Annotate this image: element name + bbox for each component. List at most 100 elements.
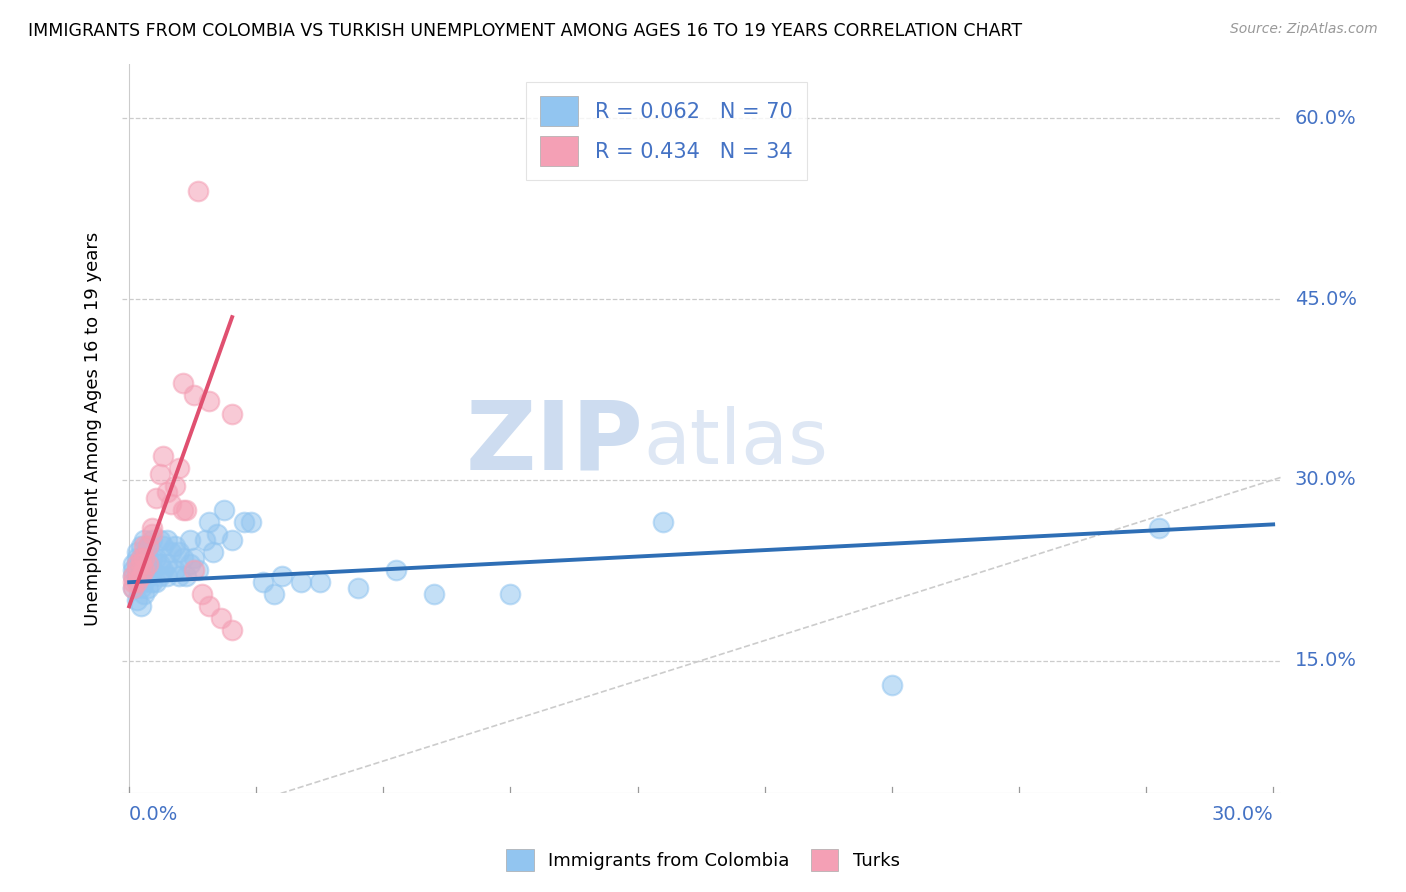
Legend: Immigrants from Colombia, Turks: Immigrants from Colombia, Turks [499, 842, 907, 879]
Point [141, 551, 163, 566]
Point [125, 557, 148, 571]
Point [136, 539, 159, 553]
Point [141, 533, 163, 547]
Point [252, 575, 274, 590]
Point [198, 394, 221, 409]
Point [129, 599, 152, 614]
Point [136, 557, 159, 571]
Point [205, 527, 228, 541]
Point [183, 388, 205, 402]
Point [122, 557, 145, 571]
Point [163, 539, 186, 553]
Point [122, 563, 145, 577]
Point [125, 551, 148, 566]
Point [149, 533, 172, 547]
Point [232, 515, 254, 529]
Point [134, 533, 156, 547]
Point [183, 551, 205, 566]
Point [149, 569, 172, 583]
Point [145, 491, 167, 505]
Point [129, 551, 152, 566]
Point [221, 624, 243, 638]
Point [385, 563, 408, 577]
Point [198, 515, 221, 529]
Point [122, 581, 145, 595]
Point [202, 545, 225, 559]
Legend: R = 0.062   N = 70, R = 0.434   N = 34: R = 0.062 N = 70, R = 0.434 N = 34 [526, 82, 807, 180]
Point [125, 575, 148, 590]
Point [129, 557, 152, 571]
Point [134, 563, 156, 577]
Point [179, 533, 201, 547]
Point [134, 563, 156, 577]
Point [134, 539, 156, 553]
Point [136, 569, 159, 583]
Point [141, 527, 163, 541]
Point [129, 581, 152, 595]
Point [172, 376, 194, 391]
Point [156, 569, 179, 583]
Text: atlas: atlas [643, 406, 828, 480]
Point [129, 539, 152, 553]
Point [880, 678, 903, 692]
Point [125, 557, 148, 571]
Point [122, 575, 145, 590]
Text: 15.0%: 15.0% [1295, 651, 1357, 670]
Point [240, 515, 263, 529]
Point [172, 551, 194, 566]
Point [160, 545, 183, 559]
Point [198, 599, 221, 614]
Text: 0.0%: 0.0% [129, 805, 179, 824]
Point [163, 479, 186, 493]
Point [141, 521, 163, 535]
Point [134, 587, 156, 601]
Point [176, 569, 198, 583]
Point [136, 539, 159, 553]
Point [163, 563, 186, 577]
Point [308, 575, 330, 590]
Point [129, 551, 152, 566]
Point [136, 551, 159, 566]
Point [499, 587, 522, 601]
Point [129, 557, 152, 571]
Point [122, 581, 145, 595]
Text: IMMIGRANTS FROM COLOMBIA VS TURKISH UNEMPLOYMENT AMONG AGES 16 TO 19 YEARS CORRE: IMMIGRANTS FROM COLOMBIA VS TURKISH UNEM… [28, 22, 1022, 40]
Point [187, 184, 209, 198]
Point [141, 563, 163, 577]
Point [129, 569, 152, 583]
Point [134, 551, 156, 566]
Point [221, 407, 243, 421]
Point [125, 563, 148, 577]
Point [145, 551, 167, 566]
Point [160, 497, 183, 511]
Point [125, 575, 148, 590]
Point [290, 575, 312, 590]
Point [125, 545, 148, 559]
Text: 30.0%: 30.0% [1212, 805, 1274, 824]
Point [209, 611, 232, 625]
Text: 60.0%: 60.0% [1295, 109, 1357, 128]
Text: 45.0%: 45.0% [1295, 290, 1357, 309]
Point [122, 569, 145, 583]
Point [187, 563, 209, 577]
Point [149, 467, 172, 481]
Point [183, 563, 205, 577]
Point [129, 569, 152, 583]
Point [136, 581, 159, 595]
Point [149, 557, 172, 571]
Point [1147, 521, 1170, 535]
Point [263, 587, 285, 601]
Point [167, 545, 190, 559]
Point [167, 569, 190, 583]
Point [122, 569, 145, 583]
Point [156, 557, 179, 571]
Point [152, 449, 174, 463]
Point [152, 539, 174, 553]
Point [194, 533, 217, 547]
Point [221, 533, 243, 547]
Point [423, 587, 446, 601]
Point [156, 484, 179, 499]
Point [214, 503, 236, 517]
Point [167, 460, 190, 475]
Point [190, 587, 212, 601]
